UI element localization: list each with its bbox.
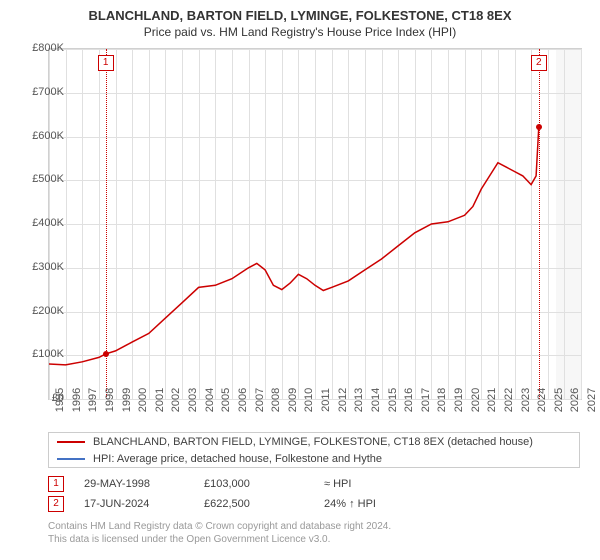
- x-axis-label: 2008: [264, 388, 282, 412]
- legend-label-series: BLANCHLAND, BARTON FIELD, LYMINGE, FOLKE…: [93, 436, 533, 448]
- y-axis-label: £500K: [20, 173, 64, 185]
- x-axis-label: 2014: [364, 388, 382, 412]
- legend-swatch-series: [57, 441, 85, 443]
- row-marker: 2: [48, 496, 64, 512]
- x-axis-label: 2007: [248, 388, 266, 412]
- x-axis-label: 1997: [81, 388, 99, 412]
- table-row: 1 29-MAY-1998 £103,000 ≈ HPI: [48, 474, 578, 494]
- x-axis-label: 2022: [497, 388, 515, 412]
- x-axis-label: 2012: [331, 388, 349, 412]
- legend-row: BLANCHLAND, BARTON FIELD, LYMINGE, FOLKE…: [49, 433, 579, 450]
- gridline-vertical: [581, 49, 582, 399]
- chart-title: BLANCHLAND, BARTON FIELD, LYMINGE, FOLKE…: [0, 0, 600, 23]
- x-axis-label: 1999: [115, 388, 133, 412]
- footer-line: This data is licensed under the Open Gov…: [48, 533, 391, 546]
- y-axis-label: £700K: [20, 86, 64, 98]
- cell-price: £103,000: [204, 478, 324, 490]
- x-axis-label: 2005: [214, 388, 232, 412]
- x-axis-label: 1996: [65, 388, 83, 412]
- cell-date: 17-JUN-2024: [84, 498, 204, 510]
- table-row: 2 17-JUN-2024 £622,500 24% ↑ HPI: [48, 494, 578, 514]
- legend-swatch-hpi: [57, 458, 85, 460]
- x-axis-label: 2002: [164, 388, 182, 412]
- y-axis-label: £400K: [20, 217, 64, 229]
- x-axis-label: 2004: [198, 388, 216, 412]
- x-axis-label: 2023: [514, 388, 532, 412]
- y-axis-label: £600K: [20, 130, 64, 142]
- chart-area: 12: [48, 48, 582, 400]
- y-axis-label: £800K: [20, 42, 64, 54]
- x-axis-label: 2006: [231, 388, 249, 412]
- cell-date: 29-MAY-1998: [84, 478, 204, 490]
- x-axis-label: 2000: [131, 388, 149, 412]
- legend-label-hpi: HPI: Average price, detached house, Folk…: [93, 453, 382, 465]
- x-axis-label: 2024: [530, 388, 548, 412]
- x-axis-label: 2018: [430, 388, 448, 412]
- x-axis-label: 2015: [381, 388, 399, 412]
- footer: Contains HM Land Registry data © Crown c…: [48, 520, 391, 546]
- cell-delta: 24% ↑ HPI: [324, 498, 444, 510]
- y-axis-label: £100K: [20, 348, 64, 360]
- legend: BLANCHLAND, BARTON FIELD, LYMINGE, FOLKE…: [48, 432, 580, 468]
- x-axis-label: 2011: [314, 388, 332, 412]
- x-axis-label: 2020: [464, 388, 482, 412]
- y-axis-label: £200K: [20, 305, 64, 317]
- price-line-series: [49, 49, 581, 399]
- cell-price: £622,500: [204, 498, 324, 510]
- x-axis-label: 2027: [580, 388, 598, 412]
- x-axis-label: 1995: [48, 388, 66, 412]
- x-axis-label: 2013: [347, 388, 365, 412]
- row-marker: 1: [48, 476, 64, 492]
- x-axis-label: 1998: [98, 388, 116, 412]
- footer-line: Contains HM Land Registry data © Crown c…: [48, 520, 391, 533]
- x-axis-label: 2003: [181, 388, 199, 412]
- x-axis-label: 2019: [447, 388, 465, 412]
- x-axis-label: 2010: [297, 388, 315, 412]
- data-table: 1 29-MAY-1998 £103,000 ≈ HPI 2 17-JUN-20…: [48, 474, 578, 514]
- y-axis-label: £300K: [20, 261, 64, 273]
- cell-delta: ≈ HPI: [324, 478, 444, 490]
- x-axis-label: 2021: [480, 388, 498, 412]
- x-axis-label: 2016: [397, 388, 415, 412]
- chart-subtitle: Price paid vs. HM Land Registry's House …: [0, 23, 600, 39]
- legend-row: HPI: Average price, detached house, Folk…: [49, 450, 579, 467]
- x-axis-label: 2026: [563, 388, 581, 412]
